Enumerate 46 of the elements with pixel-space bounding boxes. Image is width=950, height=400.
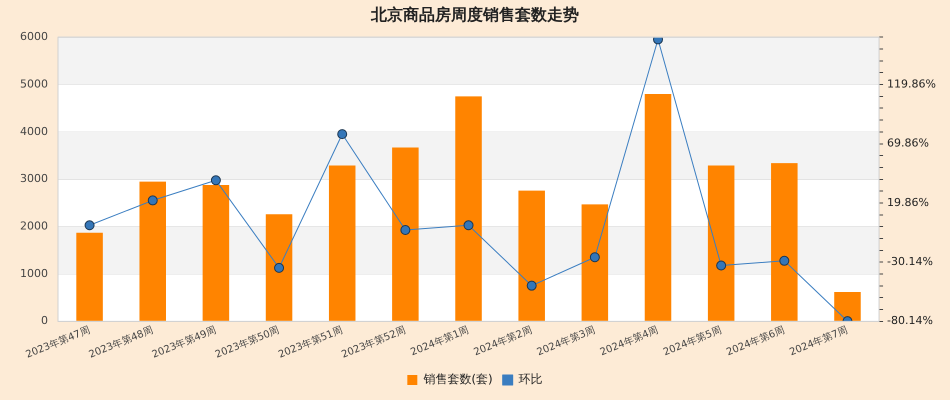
bar (392, 148, 419, 321)
y2-tick-label: -80.14% (887, 314, 933, 328)
point (337, 129, 348, 140)
x-tick-label: 2024年第5周 (661, 324, 724, 358)
point (526, 280, 537, 291)
y2-tick-label: 119.86% (887, 77, 936, 90)
legend-label: 环比 (518, 372, 543, 386)
y-tick-label: 2000 (20, 219, 48, 232)
y2-tick-label: 69.86% (887, 136, 930, 150)
point (148, 195, 158, 206)
x-tick-label: 2024年第4周 (598, 324, 660, 358)
point (716, 260, 726, 271)
point (590, 252, 600, 262)
y-tick-label: 6000 (20, 30, 48, 44)
y-tick-label: 0 (40, 314, 48, 328)
y-tick-label: 5000 (20, 77, 48, 90)
bar (644, 94, 672, 321)
y-tick-label: 4000 (20, 124, 48, 138)
y2-tick-label: -30.14% (887, 255, 933, 268)
legend-label: 销售套数(套) (422, 372, 493, 386)
point (84, 220, 95, 230)
bar (771, 163, 798, 321)
bar (328, 166, 356, 321)
x-tick-label: 2024年第1周 (408, 324, 471, 358)
bar (76, 232, 103, 321)
x-tick-label: 2024年第7周 (788, 324, 850, 358)
point (464, 220, 474, 230)
chart-title: 北京商品房周度销售套数走势 (370, 4, 579, 24)
bar (708, 166, 734, 321)
point (779, 256, 790, 266)
bar (582, 204, 608, 321)
y-tick-label: 1000 (20, 266, 48, 280)
y-tick-label: 3000 (20, 172, 48, 186)
bar (518, 190, 545, 321)
bar (202, 184, 230, 321)
point (210, 175, 221, 186)
y2-tick-label: 19.86% (887, 196, 930, 209)
x-tick-label: 2024年第3周 (535, 324, 597, 358)
point (400, 225, 410, 236)
point (274, 262, 284, 273)
bar (266, 214, 292, 321)
bar (139, 182, 166, 321)
x-tick-label: 2024年第6周 (724, 324, 786, 358)
bar (455, 96, 482, 321)
bar (834, 292, 861, 321)
x-tick-label: 2024年第2周 (472, 324, 534, 358)
